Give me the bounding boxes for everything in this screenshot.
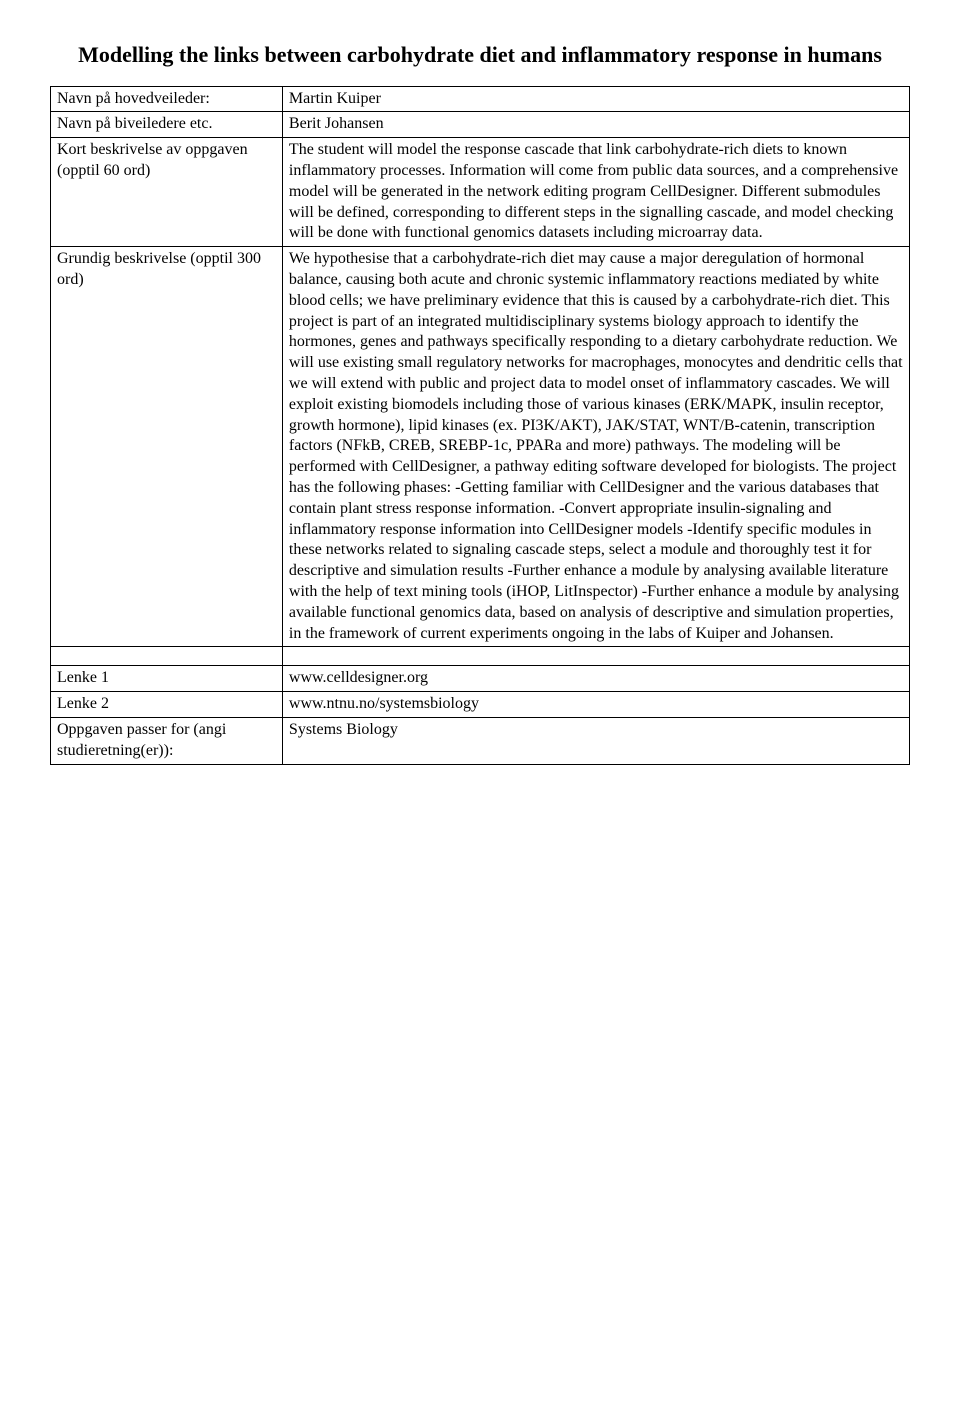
spacer-cell bbox=[282, 647, 909, 666]
value-kort-beskrivelse: The student will model the response casc… bbox=[282, 138, 909, 247]
table-row: Navn på biveiledere etc. Berit Johansen bbox=[51, 112, 910, 138]
table-row: Navn på hovedveileder: Martin Kuiper bbox=[51, 86, 910, 112]
value-biveiledere: Berit Johansen bbox=[282, 112, 909, 138]
spacer-cell bbox=[51, 647, 283, 666]
value-lenke-1: www.celldesigner.org bbox=[282, 666, 909, 692]
value-lenke-2: www.ntnu.no/systemsbiology bbox=[282, 692, 909, 718]
value-grundig-beskrivelse: We hypothesise that a carbohydrate-rich … bbox=[282, 247, 909, 647]
table-row: Kort beskrivelse av oppgaven (opptil 60 … bbox=[51, 138, 910, 247]
page-title: Modelling the links between carbohydrate… bbox=[50, 40, 910, 70]
table-spacer-row bbox=[51, 647, 910, 666]
table-row: Lenke 2 www.ntnu.no/systemsbiology bbox=[51, 692, 910, 718]
label-biveiledere: Navn på biveiledere etc. bbox=[51, 112, 283, 138]
label-studieretning: Oppgaven passer for (angi studieretning(… bbox=[51, 718, 283, 765]
table-row: Oppgaven passer for (angi studieretning(… bbox=[51, 718, 910, 765]
label-kort-beskrivelse: Kort beskrivelse av oppgaven (opptil 60 … bbox=[51, 138, 283, 247]
info-table: Navn på hovedveileder: Martin Kuiper Nav… bbox=[50, 86, 910, 765]
label-lenke-1: Lenke 1 bbox=[51, 666, 283, 692]
value-hovedveileder: Martin Kuiper bbox=[282, 86, 909, 112]
label-grundig-beskrivelse: Grundig beskrivelse (opptil 300 ord) bbox=[51, 247, 283, 647]
label-hovedveileder: Navn på hovedveileder: bbox=[51, 86, 283, 112]
table-row: Grundig beskrivelse (opptil 300 ord) We … bbox=[51, 247, 910, 647]
table-row: Lenke 1 www.celldesigner.org bbox=[51, 666, 910, 692]
value-studieretning: Systems Biology bbox=[282, 718, 909, 765]
label-lenke-2: Lenke 2 bbox=[51, 692, 283, 718]
